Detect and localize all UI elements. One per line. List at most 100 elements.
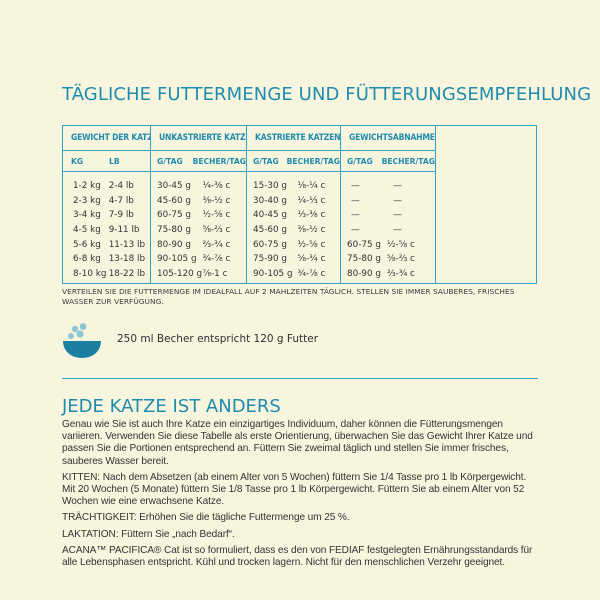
table-cell: ⁵⁄₈-²⁄₃ c	[387, 254, 415, 265]
body-paragraph: Genau wie Sie ist auch Ihre Katze ein ei…	[62, 419, 533, 467]
table-cell: 11-13 lb	[108, 239, 146, 250]
table-row: 3-4 kg 7-9 lb	[73, 208, 150, 223]
table-row: 75-90 g ⁵⁄₈-³⁄₄ c	[253, 252, 340, 267]
table-cell: 2-4 lb	[108, 181, 134, 192]
table-cell: ⁵⁄₈-²⁄₃ c	[202, 225, 231, 236]
table-cell: ²⁄₃-³⁄₄ c	[387, 268, 415, 279]
table-cell: 60-75 g	[253, 239, 287, 250]
table-row: — —	[347, 179, 435, 194]
table-row: 5-6 kg 11-13 lb	[73, 237, 150, 252]
g-per-day-subheader: G/TAG	[347, 156, 373, 166]
table-row: — —	[347, 194, 435, 209]
table-row: 60-75 g ¹⁄₂-⁵⁄₈ c	[347, 237, 435, 252]
table-cell: 13-18 lb	[108, 254, 146, 265]
table-row: 30-45 g ¹⁄₄-³⁄₈ c	[157, 179, 246, 194]
table-cell: 75-80 g	[157, 225, 191, 236]
table-cell: ²⁄₃-³⁄₄ c	[202, 239, 231, 250]
table-cell: ⁷⁄₈-1 c	[202, 268, 228, 279]
table-cell: 30-40 g	[253, 195, 287, 206]
section-body: Genau wie Sie ist auch Ihre Katze ein ei…	[62, 419, 540, 573]
page-title: TÄGLICHE FUTTERMENGE UND FÜTTERUNGSEMPFE…	[62, 84, 592, 105]
g-per-day-subheader: G/TAG	[253, 156, 279, 166]
table-cell: —	[393, 210, 402, 221]
table-row: 15-30 g ¹⁄₈-¹⁄₄ c	[253, 179, 340, 194]
table-cell: 4-7 lb	[108, 195, 134, 206]
table-cell: —	[351, 195, 360, 206]
table-row: 40-45 g ¹⁄₃-³⁄₈ c	[253, 208, 340, 223]
table-row: 60-75 g ¹⁄₂-⁵⁄₈ c	[157, 208, 246, 223]
g-per-day-subheader: G/TAG	[157, 156, 183, 166]
table-cell: 90-105 g	[253, 268, 293, 279]
table-cell: 4-5 kg	[73, 225, 101, 236]
feeding-note: VERTEILEN SIE DIE FUTTERMENGE IM IDEALFA…	[62, 287, 515, 306]
table-cell: 1-2 kg	[73, 181, 101, 192]
table-cell: 30-45 g	[157, 181, 191, 192]
table-row: 105-120 g ⁷⁄₈-1 c	[157, 267, 246, 282]
table-cell: ¹⁄₂-⁵⁄₈ c	[202, 210, 231, 221]
table-row: 90-105 g ³⁄₄-⁷⁄₈ c	[157, 252, 246, 267]
table-cell: —	[351, 181, 360, 192]
table-cell: 105-120 g	[157, 268, 203, 279]
body-paragraph: LAKTATION: Füttern Sie „nach Bedarf“.	[62, 528, 235, 540]
table-cell: ³⁄₈-¹⁄₂ c	[297, 225, 326, 236]
cup-per-day-subheader: BECHER/TAG	[381, 156, 435, 166]
table-cell: —	[351, 225, 360, 236]
table-cell: ⁵⁄₈-³⁄₄ c	[297, 254, 326, 265]
weight-header: GEWICHT DER KATZE	[63, 126, 150, 151]
table-cell: 75-80 g	[347, 254, 381, 265]
weightloss-column-group: GEWICHTSABNAHME G/TAG BECHER/TAG — — — — — — —…	[341, 126, 436, 283]
table-cell: 75-90 g	[253, 254, 287, 265]
table-row: — —	[347, 208, 435, 223]
weight-column-group: GEWICHT DER KATZE KG LB 1-2 kg 2-4 lb 2-3 …	[63, 126, 151, 283]
table-row: 45-60 g ³⁄₈-¹⁄₂ c	[157, 194, 246, 209]
table-row: 80-90 g ²⁄₃-³⁄₄ c	[347, 267, 435, 282]
table-cell: 2-3 kg	[73, 195, 101, 206]
table-cell: 3-4 kg	[73, 210, 101, 221]
table-cell: 80-90 g	[157, 239, 191, 250]
table-row: — —	[347, 223, 435, 238]
table-cell: ³⁄₈-¹⁄₂ c	[202, 195, 231, 206]
table-row: 75-80 g ⁵⁄₈-²⁄₃ c	[347, 252, 435, 267]
cup-per-day-subheader: BECHER/TAG	[286, 156, 340, 166]
table-row: 8-10 kg 18-22 lb	[73, 267, 150, 282]
lb-subheader: LB	[109, 156, 120, 166]
section-title: JEDE KATZE IST ANDERS	[62, 396, 281, 417]
weightloss-header: GEWICHTSABNAHME	[341, 126, 435, 151]
table-cell: ¹⁄₄-³⁄₈ c	[202, 181, 231, 192]
body-paragraph: KITTEN: Nach dem Absetzen (ab einem Alte…	[62, 471, 527, 508]
table-cell: —	[393, 195, 402, 206]
table-cell: 7-9 lb	[108, 210, 134, 221]
table-cell: —	[351, 210, 360, 221]
table-row: 4-5 kg 9-11 lb	[73, 223, 150, 238]
table-cell: ³⁄₄-⁷⁄₈ c	[202, 254, 231, 265]
section-divider	[62, 378, 538, 379]
table-row: 45-60 g ³⁄₈-¹⁄₂ c	[253, 223, 340, 238]
food-bowl-icon	[63, 323, 101, 358]
table-row: 60-75 g ¹⁄₂-⁵⁄₈ c	[253, 237, 340, 252]
neutered-header: KASTRIERTE KATZEN	[247, 126, 340, 151]
table-row: 75-80 g ⁵⁄₈-²⁄₃ c	[157, 223, 246, 238]
table-cell: ¹⁄₈-¹⁄₄ c	[297, 181, 326, 192]
unneutered-column-group: UNKASTRIERTE KATZE G/TAG BECHER/TAG 30-4…	[151, 126, 247, 283]
table-cell: 90-105 g	[157, 254, 197, 265]
table-row: 90-105 g ³⁄₄-⁷⁄₈ c	[253, 267, 340, 282]
table-cell: ³⁄₄-⁷⁄₈ c	[297, 268, 326, 279]
table-cell: 45-60 g	[253, 225, 287, 236]
body-paragraph: ACANA™ PACIFICA® Cat ist so formuliert, …	[62, 544, 533, 569]
table-cell: 60-75 g	[157, 210, 191, 221]
table-cell: 18-22 lb	[108, 268, 146, 279]
scoop-equivalence-text: 250 ml Becher entspricht 120 g Futter	[117, 333, 319, 345]
table-cell: —	[393, 225, 402, 236]
table-cell: 15-30 g	[253, 181, 287, 192]
table-cell: 40-45 g	[253, 210, 287, 221]
body-paragraph: TRÄCHTIGKEIT: Erhöhen Sie die tägliche F…	[62, 512, 350, 524]
table-cell: ¹⁄₃-³⁄₈ c	[297, 210, 326, 221]
table-cell: ¹⁄₂-⁵⁄₈ c	[387, 239, 415, 250]
cup-per-day-subheader: BECHER/TAG	[192, 156, 246, 166]
kg-subheader: KG	[71, 156, 84, 166]
unneutered-header: UNKASTRIERTE KATZE	[151, 126, 246, 151]
table-row: 30-40 g ¹⁄₄-¹⁄₃ c	[253, 194, 340, 209]
table-cell: 8-10 kg	[73, 268, 107, 279]
neutered-column-group: KASTRIERTE KATZEN G/TAG BECHER/TAG 15-30…	[247, 126, 341, 283]
table-row: 2-3 kg 4-7 lb	[73, 194, 150, 209]
